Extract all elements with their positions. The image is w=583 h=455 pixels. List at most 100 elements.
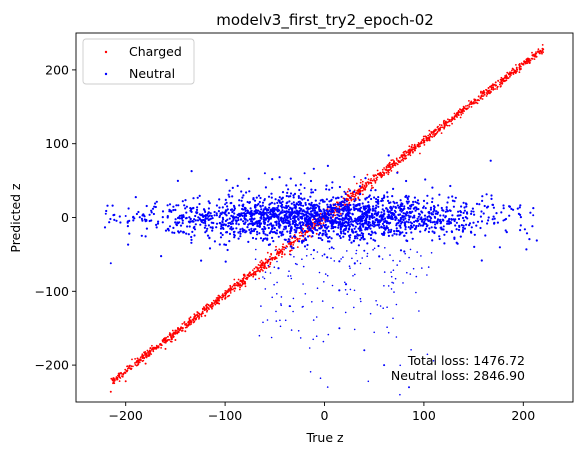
charged-point [283,248,285,251]
charged-point [278,254,280,257]
neutral-point [161,221,164,224]
neutral-point [331,284,334,287]
neutral-point [393,291,395,293]
neutral-point [359,238,362,241]
neutral-point [231,186,234,189]
charged-point [239,286,242,289]
neutral-point [208,237,211,240]
charged-point [150,348,153,351]
neutral-point [340,195,343,198]
charged-point [115,376,118,378]
charged-point [516,70,518,73]
neutral-point [307,223,310,226]
neutral-point [312,319,315,321]
neutral-point [276,206,279,209]
neutral-point [392,282,395,284]
neutral-point [408,386,410,389]
neutral-point [439,222,442,225]
neutral-point [457,217,461,221]
neutral-point [332,230,335,233]
neutral-point [372,238,375,241]
neutral-point [341,212,344,215]
charged-point [525,58,528,61]
neutral-point [500,211,503,214]
charged-point [487,89,490,92]
neutral-point [370,212,373,215]
neutral-point [358,198,361,202]
charged-point [412,146,415,149]
neutral-point [290,245,293,248]
neutral-point [235,216,238,219]
neutral-point [262,211,265,214]
charged-point [380,173,383,176]
charged-point [482,89,485,92]
neutral-point [258,334,261,337]
neutral-point [283,238,286,241]
charged-point [427,134,430,137]
neutral-point [429,221,432,224]
charged-point [529,59,532,62]
neutral-point [414,200,417,203]
neutral-point [316,220,319,223]
neutral-point [318,271,321,274]
neutral-point [184,217,188,220]
neutral-point [354,225,357,228]
charged-point [138,361,141,364]
charged-point [233,278,236,281]
neutral-point [382,307,385,310]
charged-point [221,296,224,299]
neutral-point [381,208,384,211]
neutral-point [403,205,406,208]
charged-point [210,303,213,306]
neutral-point [326,206,329,209]
neutral-point [391,281,393,284]
x-tick-label: 100 [412,408,436,423]
neutral-point [346,250,348,252]
neutral-point [289,230,292,233]
neutral-point [287,208,291,211]
charged-point [419,152,421,155]
neutral-point [404,212,407,215]
neutral-point [366,255,369,257]
neutral-point [231,195,234,198]
neutral-point [248,201,251,204]
neutral-point [265,213,268,216]
neutral-point [449,222,452,225]
neutral-point [386,326,388,329]
neutral-point [306,227,309,230]
charged-point [453,112,456,115]
charged-point [438,127,441,130]
neutral-point [426,353,429,356]
charged-point [244,281,246,284]
neutral-point [382,213,385,217]
neutral-point [198,213,201,216]
charged-point [485,89,488,92]
neutral-point [302,204,305,207]
neutral-point [375,204,378,207]
neutral-point [299,224,302,228]
charged-point [142,354,145,357]
neutral-point [394,277,397,280]
charged-point [154,348,156,350]
neutral-point [465,205,468,208]
neutral-point [144,235,147,238]
charged-point [252,272,255,275]
charged-point [370,184,373,187]
charged-point [229,286,232,288]
neutral-point [269,202,272,205]
neutral-point [349,288,352,291]
neutral-point [388,215,391,218]
neutral-point [285,216,289,219]
neutral-point [340,214,343,217]
charged-point [361,186,364,189]
charged-point [375,174,378,177]
neutral-point [443,233,446,236]
charged-point [170,337,173,340]
neutral-point [264,186,267,189]
neutral-point [367,209,370,212]
charged-point [209,305,212,308]
neutral-point [342,235,345,238]
neutral-point [400,207,403,211]
neutral-point [321,300,324,302]
neutral-point [284,210,287,213]
